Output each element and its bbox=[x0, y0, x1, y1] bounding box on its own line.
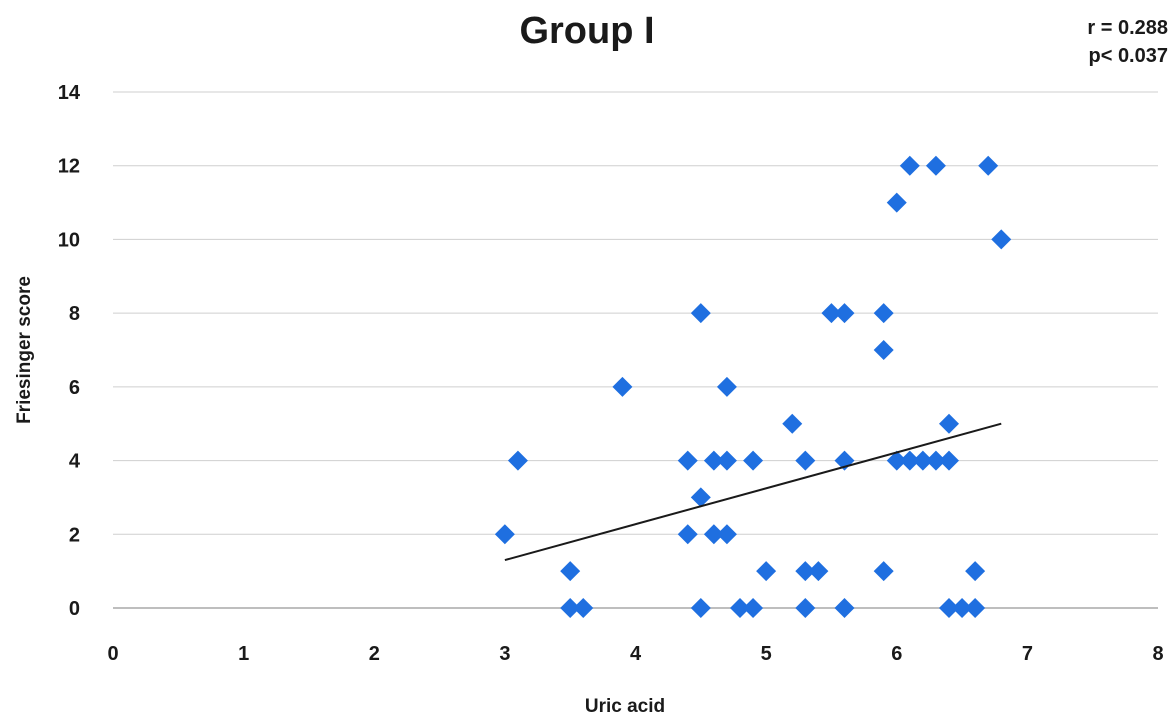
data-point bbox=[716, 376, 737, 397]
data-point bbox=[978, 155, 999, 176]
x-tick-label: 3 bbox=[499, 643, 510, 665]
data-point bbox=[939, 413, 959, 434]
data-point bbox=[494, 524, 515, 545]
y-tick-label: 2 bbox=[69, 524, 80, 546]
data-point bbox=[873, 340, 894, 360]
data-point bbox=[560, 598, 581, 618]
data-point bbox=[899, 450, 920, 471]
data-point bbox=[716, 524, 737, 545]
data-point bbox=[808, 561, 829, 582]
x-tick-label: 1 bbox=[238, 643, 249, 665]
y-axis-label: Friesinger score bbox=[14, 276, 35, 424]
x-tick-label: 2 bbox=[369, 643, 380, 665]
data-point bbox=[873, 561, 894, 582]
data-point bbox=[925, 450, 946, 471]
data-point bbox=[795, 561, 816, 582]
data-point bbox=[612, 376, 633, 397]
data-point bbox=[703, 450, 724, 471]
data-point bbox=[795, 598, 816, 618]
data-point bbox=[690, 487, 711, 508]
y-tick-label: 14 bbox=[58, 82, 81, 104]
x-tick-label: 8 bbox=[1152, 643, 1163, 665]
y-tick-label: 0 bbox=[69, 598, 80, 620]
data-point bbox=[703, 524, 724, 545]
data-point bbox=[899, 155, 920, 176]
data-point bbox=[886, 192, 907, 213]
data-point bbox=[795, 450, 816, 471]
p-value-annotation: p< 0.037 bbox=[1088, 45, 1168, 67]
x-tick-label: 0 bbox=[107, 643, 118, 665]
y-tick-label: 12 bbox=[58, 156, 80, 178]
r-value-annotation: r = 0.288 bbox=[1087, 17, 1168, 39]
data-point bbox=[834, 303, 855, 324]
data-point bbox=[834, 598, 855, 618]
data-point bbox=[690, 598, 711, 618]
data-point bbox=[912, 450, 933, 471]
x-tick-label: 6 bbox=[891, 643, 902, 665]
chart-title: Group I bbox=[519, 10, 655, 52]
data-point bbox=[939, 450, 959, 471]
data-point bbox=[507, 450, 528, 471]
data-point bbox=[886, 450, 907, 471]
data-point bbox=[690, 303, 711, 324]
data-point bbox=[677, 524, 698, 545]
correlation-stats: r = 0.288 p< 0.037 bbox=[1087, 14, 1168, 70]
y-tick-label: 10 bbox=[58, 229, 80, 251]
data-point bbox=[716, 450, 737, 471]
trendline bbox=[504, 422, 1002, 562]
data-point bbox=[965, 598, 986, 618]
x-axis-label: Uric acid bbox=[585, 696, 665, 717]
y-tick-label: 4 bbox=[69, 451, 81, 473]
data-point bbox=[743, 450, 764, 471]
data-point bbox=[925, 155, 946, 176]
data-point bbox=[573, 598, 594, 618]
data-point bbox=[560, 561, 581, 582]
data-point bbox=[873, 303, 894, 324]
y-tick-label: 8 bbox=[69, 303, 80, 325]
x-tick-label: 7 bbox=[1022, 643, 1033, 665]
data-point bbox=[743, 598, 764, 618]
data-point bbox=[730, 598, 750, 618]
data-point bbox=[991, 229, 1012, 250]
data-point bbox=[952, 598, 973, 618]
data-point bbox=[782, 413, 803, 434]
x-tick-label: 4 bbox=[630, 643, 642, 665]
data-point bbox=[821, 303, 842, 324]
x-tick-label: 5 bbox=[761, 643, 772, 665]
y-tick-label: 6 bbox=[69, 377, 80, 399]
data-point bbox=[939, 598, 959, 618]
data-point bbox=[965, 561, 986, 582]
data-point bbox=[756, 561, 777, 582]
data-point bbox=[677, 450, 698, 471]
